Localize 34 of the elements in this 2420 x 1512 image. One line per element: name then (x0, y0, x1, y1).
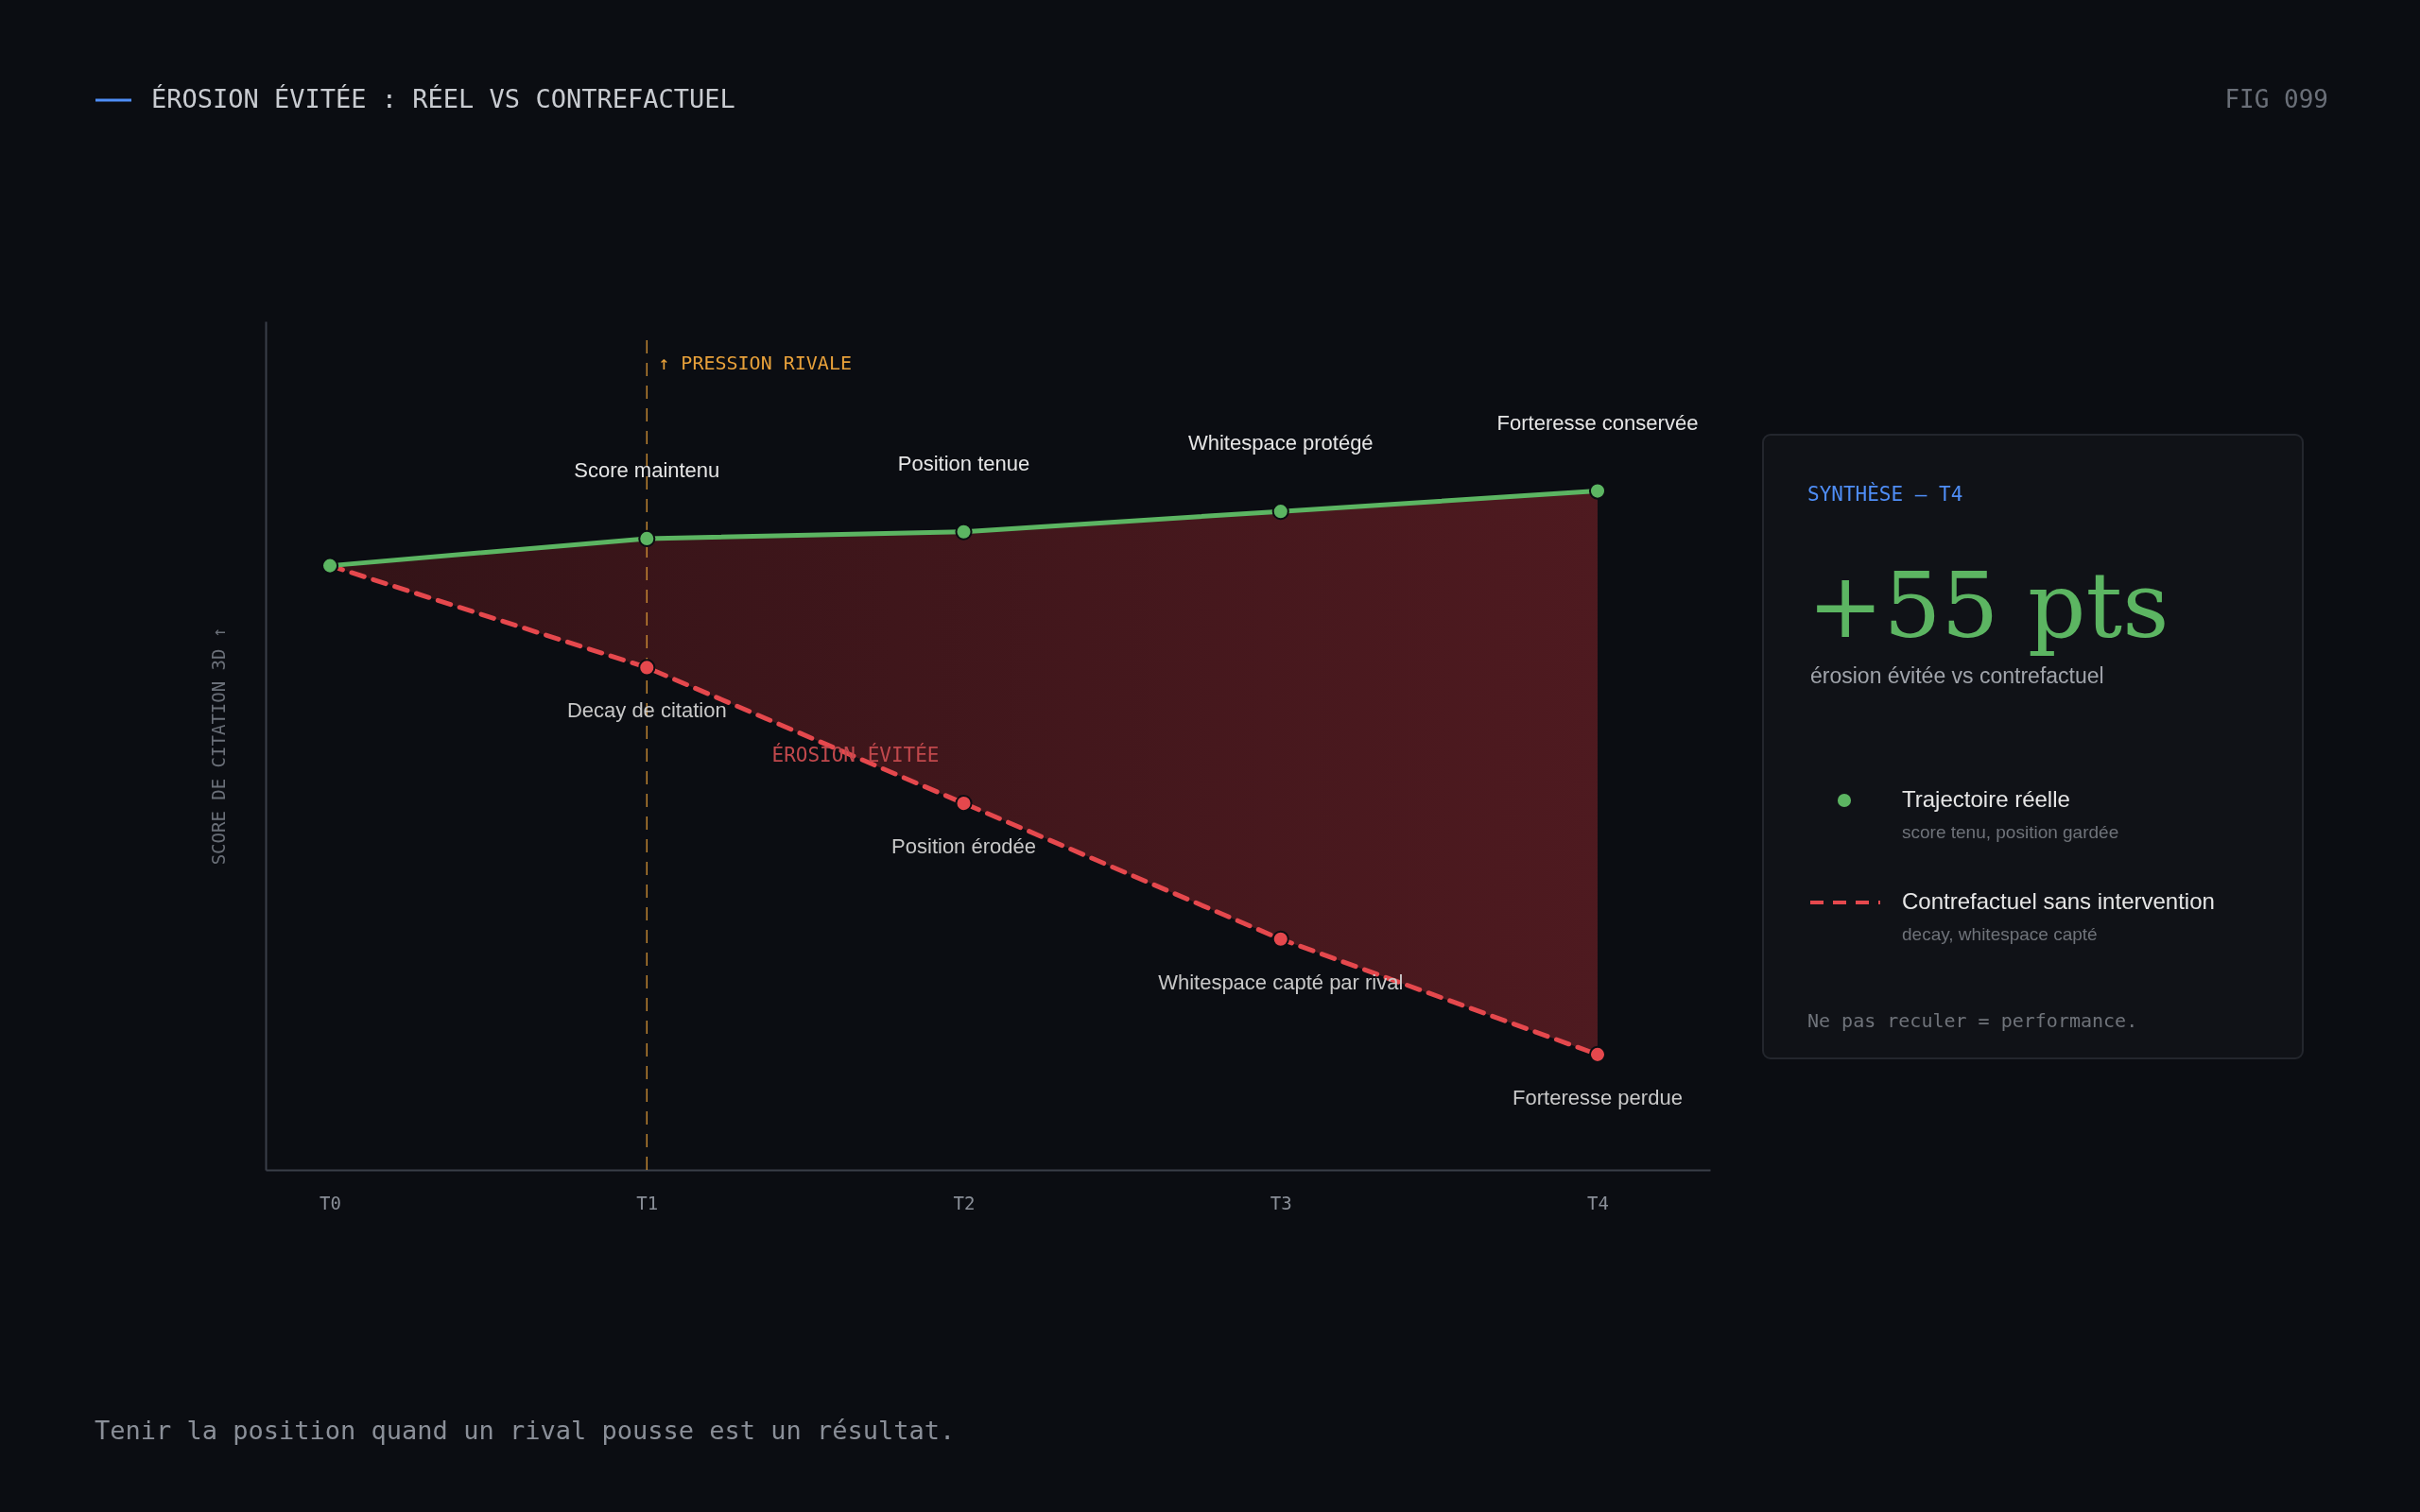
text: Ne pas reculer = performance. (1807, 1009, 2138, 1032)
point (1271, 503, 1289, 521)
caption: FIG 099 (2224, 85, 2328, 113)
annotation: Forteresse conservée (1496, 410, 1699, 435)
annotation: ÉROSION ÉVITÉE (771, 743, 940, 766)
legend-label: Contrefactuel sans intervention (1902, 888, 2215, 914)
legend-label: Trajectoire réelle (1902, 786, 2070, 812)
text: decay, whitespace capté (1902, 924, 2098, 944)
x-tick-label: T1 (636, 1192, 659, 1213)
ref-line-label: ↑ PRESSION RIVALE (658, 352, 852, 374)
point (1588, 1045, 1607, 1063)
annotation: Whitespace capté par rival (1158, 970, 1404, 994)
point (955, 795, 973, 813)
x-tick-label: T2 (953, 1192, 976, 1213)
x-tick-label: T3 (1270, 1192, 1292, 1213)
point (638, 659, 656, 677)
annotation: Score maintenu (574, 457, 720, 482)
chart-title: ÉROSION ÉVITÉE : RÉEL VS CONTREFACTUEL (151, 84, 735, 113)
y-axis-title: SCORE DE CITATION 3D ↑ (207, 627, 229, 866)
annotation: Position tenue (897, 451, 1030, 475)
x-tick-label: T0 (320, 1192, 341, 1213)
text: SYNTHÈSE — T4 (1807, 482, 1963, 506)
point (1271, 930, 1289, 948)
text: érosion évitée vs contrefactuel (1810, 663, 2104, 688)
text: score tenu, position gardée (1902, 822, 2119, 842)
point (1588, 482, 1607, 500)
annotation: Whitespace protégé (1187, 431, 1374, 455)
point (638, 529, 656, 547)
annotation: Position érodée (891, 834, 1036, 859)
text: Tenir la position quand un rival pousse est un résultat. (95, 1416, 956, 1445)
text: +55 pts (1807, 553, 2169, 659)
annotation: Forteresse perdue (1512, 1085, 1683, 1109)
point (955, 523, 973, 541)
x-tick-label: T4 (1587, 1192, 1609, 1213)
